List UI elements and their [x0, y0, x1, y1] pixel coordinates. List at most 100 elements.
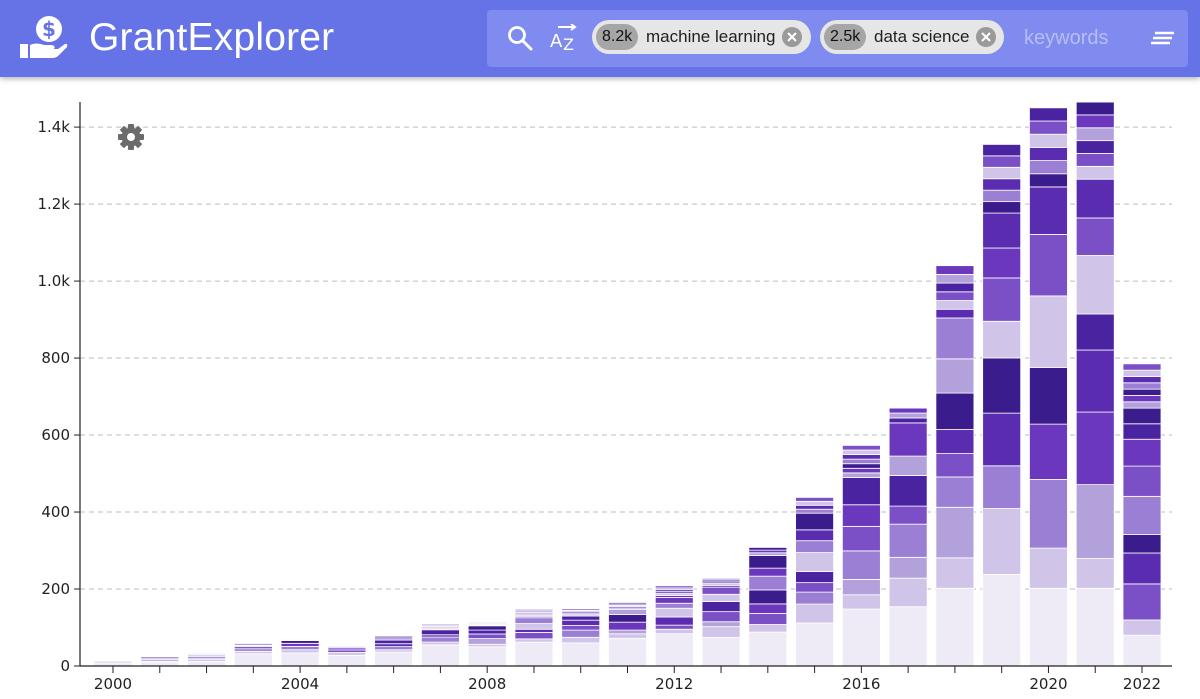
bar-segment[interactable]: [982, 508, 1022, 575]
bar-segment[interactable]: [233, 653, 273, 667]
bar-segment[interactable]: [421, 636, 460, 643]
bar-segment[interactable]: [841, 467, 881, 474]
bar-segment[interactable]: [841, 472, 881, 478]
bar-segment[interactable]: [795, 540, 834, 553]
bar-segment[interactable]: [514, 623, 554, 630]
bar-segment[interactable]: [654, 616, 694, 626]
bar-segment[interactable]: [1075, 349, 1115, 413]
app-title[interactable]: GrantExplorer: [89, 16, 335, 59]
bar-segment[interactable]: [935, 317, 975, 360]
gear-icon[interactable]: [118, 124, 144, 150]
bar-segment[interactable]: [748, 613, 788, 625]
bar-segment[interactable]: [748, 549, 788, 554]
bar-segment[interactable]: [514, 628, 554, 633]
bar-segment[interactable]: [514, 617, 554, 624]
close-circle-icon[interactable]: [976, 27, 996, 47]
bar-segment[interactable]: [280, 637, 320, 640]
bar-segment[interactable]: [982, 144, 1022, 157]
bar-segment[interactable]: [841, 463, 881, 469]
bar-segment[interactable]: [888, 505, 928, 525]
bar-segment[interactable]: [888, 475, 928, 507]
bar-segment[interactable]: [514, 641, 554, 667]
bar-segment[interactable]: [982, 277, 1022, 322]
bar-segment[interactable]: [1075, 140, 1115, 154]
bar-segment[interactable]: [1075, 411, 1115, 486]
bar-segment[interactable]: [841, 594, 881, 610]
bar-segment[interactable]: [1075, 165, 1115, 180]
bar-segment[interactable]: [795, 496, 834, 502]
bar-segment[interactable]: [982, 201, 1022, 214]
bar-segment[interactable]: [1122, 382, 1162, 390]
bar-segment[interactable]: [701, 626, 741, 638]
bar-segment[interactable]: [748, 555, 788, 569]
bar-segment[interactable]: [514, 609, 554, 612]
bar-segment[interactable]: [654, 596, 694, 604]
bar-segment[interactable]: [841, 504, 881, 527]
bar-segment[interactable]: [187, 650, 226, 653]
bar-segment[interactable]: [1122, 534, 1162, 554]
bar-segment[interactable]: [514, 638, 554, 643]
bar-segment[interactable]: [421, 644, 460, 667]
bar-segment[interactable]: [1075, 217, 1115, 256]
bar-segment[interactable]: [561, 636, 601, 644]
bar-segment[interactable]: [654, 602, 694, 609]
bar-segment[interactable]: [1029, 186, 1068, 235]
bar-segment[interactable]: [748, 552, 788, 556]
bar-segment[interactable]: [701, 611, 741, 623]
keyword-input[interactable]: [1022, 22, 1136, 54]
bar-segment[interactable]: [608, 637, 647, 667]
bar-segment[interactable]: [841, 608, 881, 667]
bar-segment[interactable]: [327, 652, 367, 656]
bar-segment[interactable]: [748, 589, 788, 605]
bar-segment[interactable]: [841, 454, 881, 460]
menu-lines-icon[interactable]: [1149, 24, 1177, 52]
bar-segment[interactable]: [467, 629, 507, 635]
bar-segment[interactable]: [935, 476, 975, 508]
bar-segment[interactable]: [140, 654, 180, 656]
bar-segment[interactable]: [935, 282, 975, 293]
bar-segment[interactable]: [1029, 173, 1068, 188]
bar-segment[interactable]: [795, 529, 834, 542]
bar-segment[interactable]: [841, 445, 881, 451]
bar-segment[interactable]: [795, 552, 834, 572]
bar-segment[interactable]: [1029, 120, 1068, 135]
bar-segment[interactable]: [935, 358, 975, 394]
bar-segment[interactable]: [1029, 146, 1068, 161]
bar-segment[interactable]: [888, 606, 928, 667]
bar-segment[interactable]: [701, 593, 741, 602]
bar-segment[interactable]: [701, 577, 741, 581]
bar-segment[interactable]: [701, 621, 741, 628]
bar-segment[interactable]: [514, 632, 554, 640]
bar-segment[interactable]: [654, 624, 694, 630]
bar-segment[interactable]: [1029, 587, 1068, 667]
bar-segment[interactable]: [561, 619, 601, 626]
bar-segment[interactable]: [374, 630, 414, 633]
bar-segment[interactable]: [654, 633, 694, 667]
bar-segment[interactable]: [935, 587, 975, 667]
bar-segment[interactable]: [935, 265, 975, 275]
bar-segment[interactable]: [1122, 388, 1162, 396]
bar-segment[interactable]: [327, 643, 367, 645]
bar-segment[interactable]: [982, 320, 1022, 359]
bar-segment[interactable]: [1029, 295, 1068, 368]
bar-segment[interactable]: [608, 633, 647, 639]
bar-segment[interactable]: [1075, 313, 1115, 351]
bar-segment[interactable]: [748, 624, 788, 633]
bar-segment[interactable]: [1029, 479, 1068, 549]
bar-segment[interactable]: [327, 654, 367, 667]
bar-segment[interactable]: [1029, 234, 1068, 297]
bar-segment[interactable]: [280, 649, 320, 654]
bar-segment[interactable]: [654, 585, 694, 589]
bar-segment[interactable]: [374, 643, 414, 648]
bar-segment[interactable]: [935, 453, 975, 478]
bar-segment[interactable]: [935, 300, 975, 310]
bar-segment[interactable]: [561, 625, 601, 631]
bar-segment[interactable]: [982, 166, 1022, 180]
bar-segment[interactable]: [935, 392, 975, 430]
bar-segment[interactable]: [467, 638, 507, 645]
bar-segment[interactable]: [982, 357, 1022, 414]
bar-segment[interactable]: [187, 660, 226, 667]
bar-segment[interactable]: [795, 571, 834, 584]
bar-segment[interactable]: [1075, 114, 1115, 129]
bar-segment[interactable]: [280, 652, 320, 667]
